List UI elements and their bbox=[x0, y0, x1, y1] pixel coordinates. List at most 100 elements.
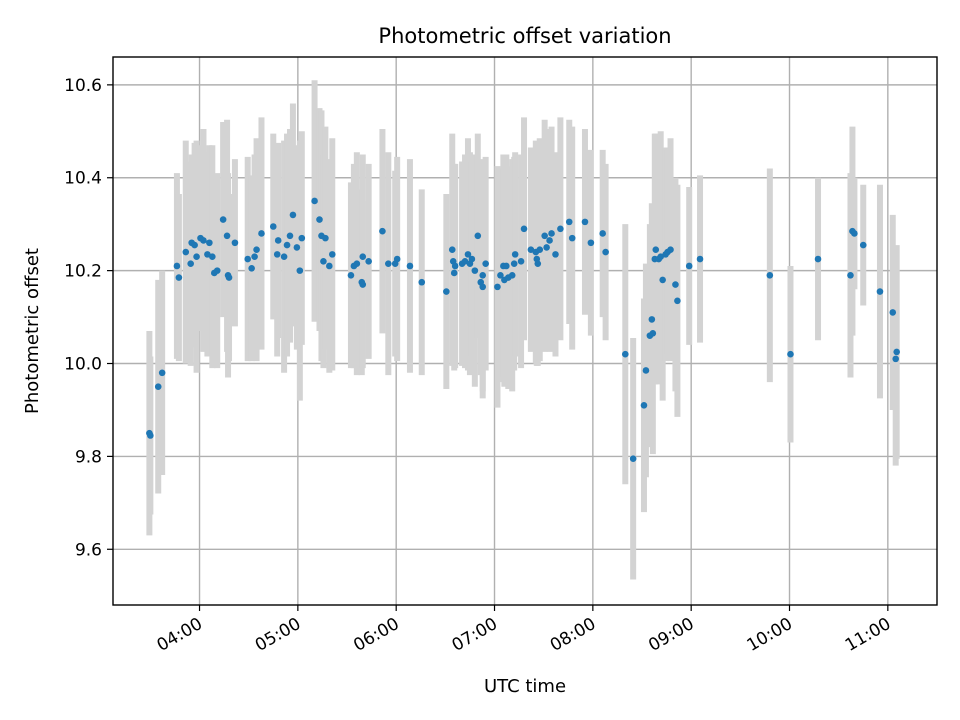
x-tick-label: 05:00 bbox=[252, 614, 304, 656]
x-tick-label: 07:00 bbox=[449, 614, 501, 656]
data-point bbox=[213, 267, 221, 274]
data-point bbox=[640, 402, 648, 409]
x-tick-label: 09:00 bbox=[645, 614, 697, 656]
data-point bbox=[696, 255, 704, 263]
data-point bbox=[251, 253, 258, 260]
point-layer bbox=[146, 197, 900, 463]
data-point bbox=[244, 255, 252, 263]
data-point bbox=[621, 350, 629, 358]
data-point bbox=[859, 241, 867, 249]
y-tick-label: 10.6 bbox=[64, 76, 102, 96]
y-tick-label: 10.4 bbox=[64, 169, 102, 189]
data-point bbox=[557, 225, 564, 233]
y-tick-label: 9.6 bbox=[75, 540, 102, 560]
y-tick-label: 9.8 bbox=[75, 447, 102, 467]
data-point bbox=[520, 225, 528, 233]
data-point bbox=[286, 232, 294, 240]
x-tick-label: 11:00 bbox=[842, 614, 894, 656]
data-point bbox=[468, 255, 476, 263]
data-point bbox=[652, 246, 660, 254]
data-point bbox=[893, 348, 900, 356]
y-tick-label: 10.2 bbox=[64, 262, 102, 282]
data-point bbox=[568, 234, 576, 242]
y-axis-label: Photometric offset bbox=[22, 248, 43, 414]
data-point bbox=[311, 197, 318, 205]
data-point bbox=[581, 218, 589, 226]
data-point bbox=[543, 244, 550, 251]
data-point bbox=[464, 251, 472, 258]
data-point bbox=[328, 251, 336, 258]
data-point bbox=[889, 309, 897, 316]
data-point bbox=[892, 355, 900, 363]
data-point bbox=[182, 248, 190, 256]
data-point bbox=[283, 241, 291, 249]
data-point bbox=[379, 227, 386, 235]
data-point bbox=[418, 278, 426, 286]
data-point bbox=[602, 248, 609, 256]
data-point bbox=[471, 267, 479, 274]
data-point bbox=[322, 234, 329, 242]
data-point bbox=[316, 216, 323, 223]
data-point bbox=[147, 432, 154, 439]
data-point bbox=[552, 251, 559, 258]
data-point bbox=[482, 260, 489, 267]
data-point bbox=[479, 283, 487, 291]
data-point bbox=[347, 271, 355, 279]
data-point bbox=[649, 330, 657, 337]
data-point bbox=[448, 246, 456, 254]
data-point bbox=[674, 297, 681, 305]
data-point bbox=[443, 288, 450, 295]
data-point bbox=[273, 251, 281, 258]
x-tick-label: 04:00 bbox=[154, 614, 206, 656]
x-tick-label: 08:00 bbox=[547, 614, 599, 656]
data-point bbox=[510, 260, 518, 267]
data-point bbox=[503, 262, 510, 270]
data-point bbox=[385, 260, 392, 267]
data-point bbox=[587, 239, 595, 247]
data-point bbox=[474, 232, 482, 240]
data-point bbox=[851, 230, 858, 237]
chart-title: Photometric offset variation bbox=[378, 24, 671, 48]
data-point bbox=[406, 262, 414, 270]
y-tick-label: 10.0 bbox=[64, 355, 102, 375]
data-point bbox=[527, 246, 535, 254]
data-point bbox=[847, 271, 854, 279]
data-point bbox=[451, 262, 459, 270]
data-point bbox=[187, 260, 194, 267]
data-point bbox=[672, 281, 679, 288]
data-point bbox=[293, 244, 301, 251]
data-point bbox=[508, 271, 516, 279]
data-point bbox=[359, 253, 367, 260]
data-point bbox=[657, 253, 664, 260]
data-point bbox=[546, 237, 553, 244]
data-point bbox=[353, 260, 361, 267]
data-point bbox=[359, 281, 367, 288]
data-point bbox=[280, 253, 288, 260]
data-point bbox=[450, 269, 458, 277]
data-point bbox=[326, 262, 333, 270]
data-point bbox=[599, 230, 606, 237]
data-point bbox=[274, 237, 282, 244]
data-point bbox=[225, 274, 233, 281]
data-point bbox=[204, 251, 211, 258]
data-point bbox=[685, 262, 693, 270]
data-point bbox=[648, 316, 656, 323]
data-point bbox=[766, 271, 774, 279]
data-point bbox=[175, 274, 183, 281]
data-point bbox=[642, 367, 650, 374]
data-point bbox=[296, 267, 304, 274]
data-point bbox=[158, 369, 166, 377]
data-point bbox=[193, 253, 200, 260]
x-axis-label: UTC time bbox=[484, 676, 566, 697]
x-tick-label: 10:00 bbox=[744, 614, 796, 656]
data-point bbox=[497, 271, 504, 279]
data-point bbox=[534, 260, 542, 267]
plot-frame bbox=[112, 56, 938, 606]
data-point bbox=[667, 246, 674, 254]
data-point bbox=[173, 262, 181, 270]
data-point bbox=[298, 234, 306, 242]
data-point bbox=[219, 216, 227, 223]
data-point bbox=[269, 223, 277, 230]
data-point bbox=[536, 246, 544, 254]
data-point bbox=[154, 383, 162, 391]
